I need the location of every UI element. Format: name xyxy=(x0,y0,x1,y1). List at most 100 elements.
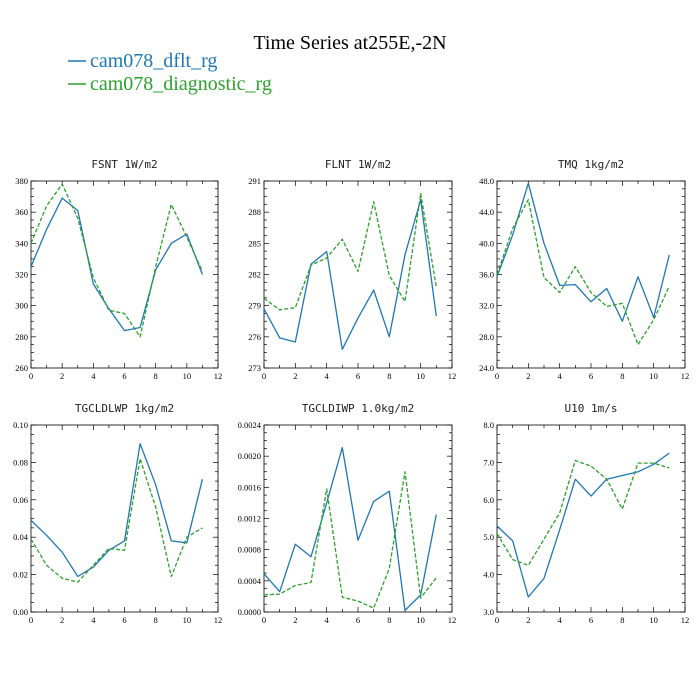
panel-title: TMQ 1kg/m2 xyxy=(558,158,624,171)
y-tick-label: 0.00 xyxy=(13,607,28,617)
x-tick-label: 4 xyxy=(325,371,330,381)
series-line-dflt xyxy=(263,199,437,350)
panels: FSNT 1W/m20 2 4 6 8 10 12260280300320340360380… xyxy=(13,158,689,625)
y-tick-label: 0.04 xyxy=(13,532,29,542)
chart-panel: U10 1m/s 0 2 4 6 8 10 12 3.0 4.0 5.0 6.0 7.0 8.0 xyxy=(483,402,689,625)
x-tick-label: 8 xyxy=(154,615,158,625)
series-line-diagnostic xyxy=(496,459,670,566)
series-line-diagnostic xyxy=(496,199,670,346)
y-tick-label: 5.0 xyxy=(483,532,494,542)
legend-label-dflt: cam078_dflt_rg xyxy=(90,50,217,72)
x-tick-label: 10 xyxy=(416,371,425,381)
plot-frame xyxy=(496,180,686,369)
x-tick-label: 4 xyxy=(91,371,96,381)
y-tick-label: 48.0 xyxy=(479,176,494,186)
x-tick-label: 12 xyxy=(214,371,223,381)
panel-title: TGCLDLWP 1kg/m2 xyxy=(75,402,174,415)
y-tick-label: 280 xyxy=(15,332,28,342)
y-tick-label: 273 xyxy=(248,363,261,373)
x-tick-label: 4 xyxy=(91,615,96,625)
x-tick-label: 10 xyxy=(183,615,192,625)
x-tick-label: 0 xyxy=(262,615,266,625)
y-tick-label: 0.0000 xyxy=(238,607,261,617)
series-line-diagnostic xyxy=(30,458,203,583)
y-tick-label: 24.0 xyxy=(479,363,494,373)
y-tick-label: 28.0 xyxy=(479,332,494,342)
series-line-dflt xyxy=(496,452,670,598)
x-tick-label: 0 xyxy=(29,615,33,625)
x-tick-label: 10 xyxy=(416,615,425,625)
x-tick-label: 10 xyxy=(183,371,192,381)
series-line-dflt xyxy=(30,443,204,578)
chart-panel: FLNT 1W/m2 0 2 4 6 8 10 12 273 276 279 282 285 288 291 xyxy=(248,158,456,381)
y-tick-label: 282 xyxy=(248,270,261,280)
chart-panel: TMQ 1kg/m2 0 2 4 6 8 10 12 24.0 28.0 32.0 36.0 40.0 4… xyxy=(479,158,689,381)
chart-panel: TGCLDLWP 1kg/m2 0 2 4 6 8 10 12 0.00 0.02 0.04 0.06… xyxy=(13,402,222,625)
y-tick-label: 0.06 xyxy=(13,495,28,505)
x-tick-label: 0 xyxy=(262,371,266,381)
plot-frame xyxy=(263,424,453,613)
y-tick-label: 260 xyxy=(15,363,28,373)
x-tick-label: 8 xyxy=(387,371,391,381)
y-tick-label: 0.10 xyxy=(13,420,28,430)
panel-title: FLNT 1W/m2 xyxy=(325,158,391,171)
y-tick-label: 288 xyxy=(248,207,261,217)
x-tick-label: 2 xyxy=(293,371,297,381)
x-tick-label: 2 xyxy=(526,371,530,381)
y-tick-label: 340 xyxy=(15,238,28,248)
x-tick-label: 8 xyxy=(620,615,624,625)
y-tick-label: 279 xyxy=(248,301,261,311)
x-tick-label: 6 xyxy=(356,371,360,381)
x-tick-label: 6 xyxy=(589,371,593,381)
x-tick-label: 2 xyxy=(60,615,64,625)
x-tick-label: 4 xyxy=(325,615,330,625)
x-tick-label: 12 xyxy=(681,371,690,381)
chart-panel: FSNT 1W/m2 0 2 4 6 8 10 12 260 280 300 320 340 360 380 xyxy=(15,158,222,381)
x-tick-label: 8 xyxy=(387,615,391,625)
x-tick-label: 0 xyxy=(495,615,499,625)
series-line-diagnostic xyxy=(263,192,437,311)
y-tick-label: 40.0 xyxy=(479,238,494,248)
y-tick-label: 0.0024 xyxy=(238,420,262,430)
x-tick-label: 4 xyxy=(558,615,563,625)
y-tick-label: 44.0 xyxy=(479,207,494,217)
x-tick-label: 2 xyxy=(526,615,530,625)
y-tick-label: 36.0 xyxy=(479,270,494,280)
y-tick-label: 0.0020 xyxy=(238,451,261,461)
x-tick-label: 0 xyxy=(29,371,33,381)
series-line-diagnostic xyxy=(263,471,437,609)
plot-frame xyxy=(30,424,219,613)
y-tick-label: 32.0 xyxy=(479,301,494,311)
y-tick-label: 0.02 xyxy=(13,570,28,580)
x-tick-label: 12 xyxy=(448,615,457,625)
y-tick-label: 291 xyxy=(248,176,261,186)
series-line-dflt xyxy=(30,197,204,332)
x-tick-label: 12 xyxy=(214,615,223,625)
y-tick-label: 276 xyxy=(248,332,261,342)
y-tick-label: 0.0012 xyxy=(238,514,261,524)
x-tick-label: 6 xyxy=(122,371,126,381)
x-tick-label: 2 xyxy=(293,615,297,625)
x-tick-label: 6 xyxy=(356,615,360,625)
y-tick-label: 0.0016 xyxy=(238,482,261,492)
panel-title: U10 1m/s xyxy=(565,402,618,415)
y-tick-label: 300 xyxy=(15,301,28,311)
y-tick-label: 7.0 xyxy=(483,457,494,467)
x-tick-label: 8 xyxy=(154,371,158,381)
x-tick-label: 12 xyxy=(448,371,457,381)
x-tick-label: 6 xyxy=(122,615,126,625)
y-tick-label: 285 xyxy=(248,238,261,248)
series-line-dflt xyxy=(263,446,437,612)
x-tick-label: 8 xyxy=(620,371,624,381)
y-tick-label: 0.08 xyxy=(13,457,28,467)
panel-title: FSNT 1W/m2 xyxy=(91,158,157,171)
y-tick-label: 4.0 xyxy=(483,570,494,580)
x-tick-label: 10 xyxy=(649,371,658,381)
x-tick-label: 0 xyxy=(495,371,499,381)
x-tick-label: 2 xyxy=(60,371,64,381)
y-tick-label: 6.0 xyxy=(483,495,494,505)
x-tick-label: 10 xyxy=(649,615,658,625)
y-tick-label: 8.0 xyxy=(483,420,494,430)
panel-title: TGCLDIWP 1.0kg/m2 xyxy=(302,402,415,415)
x-tick-label: 4 xyxy=(558,371,563,381)
